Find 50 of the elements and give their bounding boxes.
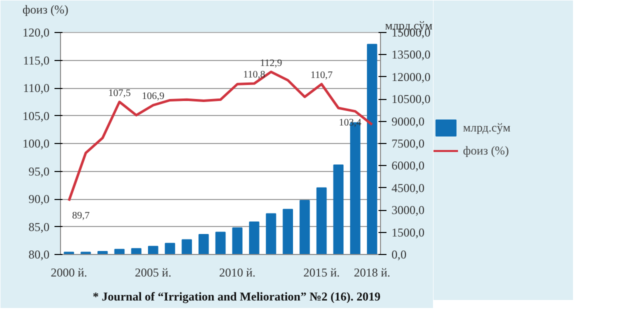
data-label: 89,7 — [72, 210, 90, 222]
y-tick-label: 120,0 — [22, 26, 50, 40]
bar — [316, 187, 327, 254]
legend-label: фоиз (%) — [463, 143, 509, 158]
y-tick-label: 105,0 — [22, 108, 50, 123]
x-tick-label: 2005 й. — [134, 266, 172, 280]
data-label: 112,9 — [260, 58, 282, 69]
y-tick-label: 90,0 — [28, 192, 50, 206]
y2-tick-label: 4500,0 — [392, 180, 424, 195]
data-label: 110,8 — [243, 70, 266, 81]
y2-tick-label: 12000,0 — [392, 70, 430, 84]
bar — [366, 44, 378, 254]
bar — [215, 232, 226, 254]
data-label: 110,7 — [310, 70, 333, 82]
bar — [182, 239, 192, 254]
bar — [164, 242, 176, 254]
y-tick-label: 95,0 — [28, 164, 50, 178]
bar — [131, 248, 142, 254]
legend-label: млрд.сўм — [463, 120, 510, 135]
bar — [282, 208, 293, 254]
y2-tick-label: 1500,0 — [392, 225, 424, 240]
y-tick-label: 100,0 — [22, 136, 50, 150]
y-tick-label: 110,0 — [22, 81, 50, 95]
y-axis-title: фоиз (%) — [22, 2, 68, 16]
x-tick-label: 2000 й. — [50, 266, 88, 280]
data-label: 103,4 — [338, 118, 362, 129]
x-tick-label: 2015 й. — [303, 266, 340, 280]
line-series — [68, 70, 374, 202]
y-tick-label: 80,0 — [28, 248, 50, 262]
y2-tick-label: 10500,0 — [392, 92, 430, 106]
y2-tick-label: 7500,0 — [392, 136, 424, 150]
y2-tick-label: 0,0 — [392, 248, 406, 262]
data-label: 107,5 — [108, 88, 131, 99]
data-label: 106,9 — [142, 91, 164, 102]
y2-tick-label: 6000,0 — [392, 158, 424, 173]
x-tick-label: 2010 й. — [219, 266, 256, 280]
y2-tick-label: 9000,0 — [392, 114, 424, 128]
bar — [232, 227, 242, 254]
bar — [266, 213, 276, 254]
bar — [300, 200, 310, 254]
y2-tick-label: 13500,0 — [392, 48, 430, 62]
bar — [333, 164, 344, 254]
y2-tick-label: 3000,0 — [392, 203, 424, 218]
text: * Journal of “Irrigation and Melioration” №2 (16). 2019 — [92, 290, 381, 304]
y-tick-label: 85,0 — [28, 220, 50, 234]
bar — [148, 246, 158, 254]
bar — [249, 221, 260, 254]
bar — [198, 234, 209, 254]
y-tick-label: 115,0 — [22, 53, 50, 68]
x-tick-label: 2018 й. — [354, 266, 390, 280]
